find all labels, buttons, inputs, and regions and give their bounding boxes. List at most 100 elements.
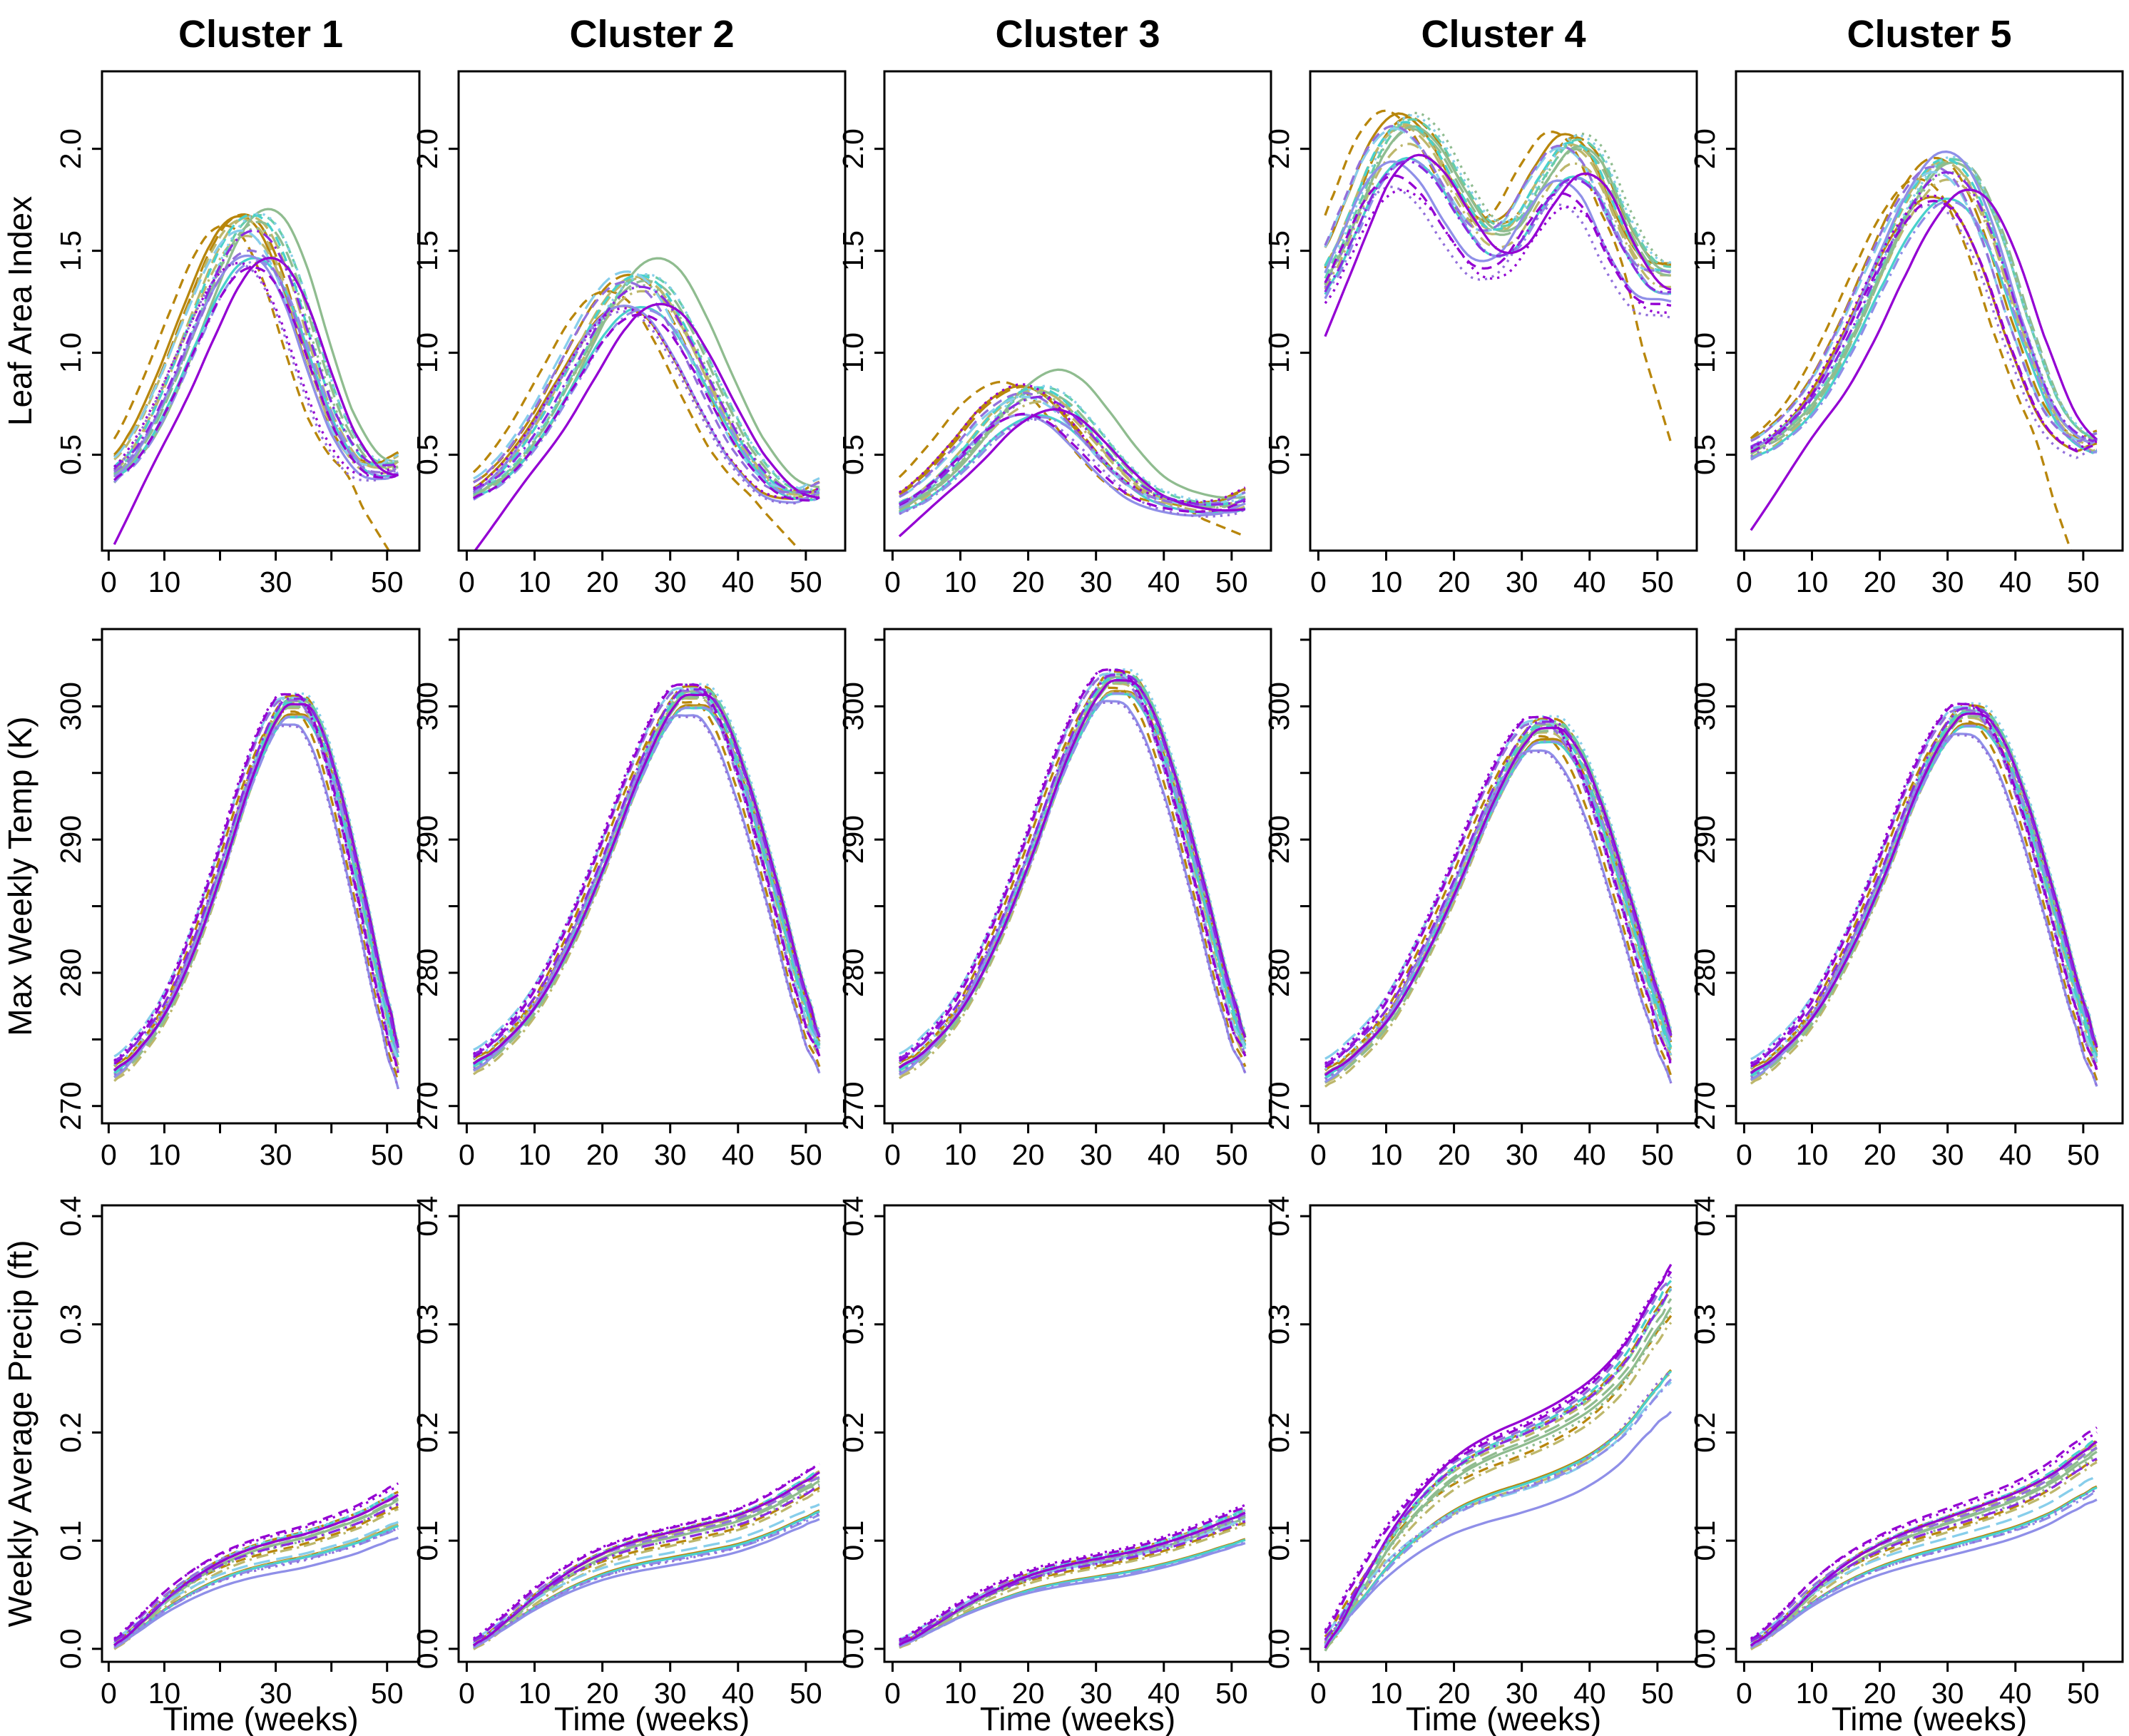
series-line-20 [113,697,399,1063]
y-tick-label: 280 [54,949,87,997]
y-tick-label: 0.2 [837,1412,869,1453]
series-line-16 [1324,1276,1673,1633]
series-line-18 [472,1471,820,1647]
x-tick-label: 0 [101,1677,117,1710]
x-tick-label: 0 [459,566,475,598]
series-line-17 [113,262,399,482]
series-lines [1750,150,2098,551]
y-axis-label: Max Weekly Temp (K) [1,716,39,1036]
series-line-20 [1750,170,2098,449]
series-line-4 [1324,1322,1673,1652]
series-line-8 [898,681,1247,1072]
y-tick-label: 1.5 [1688,230,1721,271]
series-line-19 [899,412,1246,514]
y-tick-label: 0.4 [837,1196,869,1237]
x-tick-label: 50 [371,1138,404,1171]
series-line-18 [898,408,1246,538]
y-tick-label: 2.0 [1262,128,1295,169]
x-tick-label: 10 [519,1138,551,1171]
panel-frame [1735,70,2124,552]
x-tick-label: 50 [790,566,822,598]
x-tick-label: 50 [1641,566,1674,598]
series-lines [113,692,399,1090]
series-line-18 [1750,188,2098,531]
y-tick-label: 0.3 [54,1304,87,1344]
x-tick-label: 30 [1931,566,1964,598]
x-tick-label: 50 [2067,1677,2100,1710]
x-tick-label: 30 [1506,566,1538,598]
x-tick-label: 30 [260,1138,292,1171]
series-line-15 [473,1513,820,1647]
series-line-15 [113,260,399,484]
y-tick-label: 0.0 [1688,1628,1721,1669]
series-line-16 [1324,124,1672,274]
series-line-12 [113,696,399,1065]
x-tick-label: 30 [1931,1138,1964,1171]
x-tick-label: 20 [1438,1138,1471,1171]
series-line-20 [899,395,1246,506]
x-tick-label: 0 [101,566,117,598]
x-tick-label: 40 [1573,566,1606,598]
x-tick-label: 40 [1999,1138,2032,1171]
x-tick-label: 10 [148,566,181,598]
cluster-title: Cluster 5 [1847,13,2011,56]
x-tick-label: 10 [944,566,977,598]
panel-weekly-average-precip-ft-cluster-4: 0 10 20 30 40 50 0.0 0.1 0.2 0.3 0.4 Time (weeks) [1262,1196,1698,1736]
panel-frame [883,70,1272,552]
x-tick-label: 40 [1148,566,1180,598]
y-tick-label: 0.5 [411,434,444,475]
series-line-7 [1324,127,1672,286]
y-tick-label: 300 [411,682,444,730]
y-tick-label: 2.0 [54,128,87,169]
series-line-19 [113,266,399,481]
series-line-17 [1324,750,1673,1084]
x-axis-label: Time (weeks) [554,1700,750,1736]
series-line-2 [472,685,821,1061]
x-tick-label: 50 [2067,1138,2100,1171]
x-tick-label: 30 [654,566,687,598]
series-line-7 [1750,1447,2098,1650]
panel-frame [1735,628,2124,1125]
y-tick-label: 0.1 [1262,1521,1295,1561]
x-tick-label: 0 [884,1677,901,1710]
series-line-12 [1750,705,2098,1063]
y-tick-label: 1.0 [54,332,87,373]
x-tick-label: 10 [1370,1677,1403,1710]
y-tick-label: 300 [1688,682,1721,730]
x-tick-label: 40 [722,566,755,598]
x-tick-label: 20 [586,566,619,598]
series-line-16 [473,1476,820,1641]
y-tick-label: 280 [1688,949,1721,997]
x-axis-label: Time (weeks) [163,1700,358,1736]
y-tick-label: 0.0 [837,1628,869,1669]
series-line-17 [113,1527,399,1648]
x-tick-label: 20 [1012,1677,1045,1710]
series-line-3 [1750,1443,2098,1645]
y-tick-label: 0.3 [837,1304,869,1344]
series-line-18 [113,257,399,546]
y-tick-label: 0.5 [1262,434,1295,475]
series-line-13 [1750,702,2098,1069]
series-line-20 [898,673,1247,1060]
series-line-17 [899,418,1246,518]
x-tick-label: 0 [459,1677,475,1710]
x-tick-label: 50 [790,1677,822,1710]
series-line-1 [113,710,399,1083]
y-tick-label: 0.5 [54,434,87,475]
x-tick-label: 50 [1215,566,1248,598]
panel-frame [1309,628,1698,1125]
x-tick-label: 20 [586,1138,619,1171]
panel-frame [101,1204,421,1663]
series-line-3 [1324,1291,1673,1643]
series-line-15 [899,1541,1246,1647]
series-line-20 [899,1520,1246,1643]
panel-frame [1735,1204,2124,1663]
y-tick-label: 0.2 [54,1412,87,1453]
series-line-20 [1324,1289,1673,1640]
panel-leaf-area-index-cluster-1: 0 10 30 50 0.5 1.0 1.5 2.0 Cluster 1 Leaf Area In… [1,13,421,598]
panel-max-weekly-temp-k-cluster-3: 0 10 20 30 40 50 270 280 290 300 [837,628,1272,1171]
x-tick-label: 10 [944,1138,977,1171]
series-line-8 [113,1501,399,1648]
y-tick-label: 0.0 [1262,1628,1295,1669]
